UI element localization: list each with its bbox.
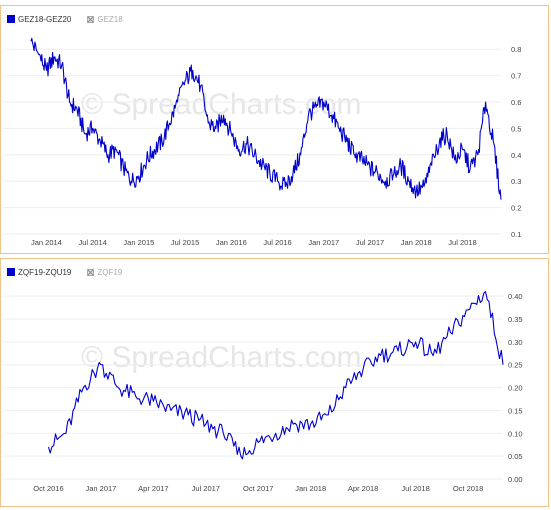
x-tick-label: Jan 2014: [31, 238, 62, 247]
x-tick-label: Jul 2017: [356, 238, 384, 247]
x-tick-label: Jan 2018: [401, 238, 432, 247]
chart-panel-top: GEZ18-GEZ20 GEZ18 © SpreadCharts.com 0.1…: [0, 5, 549, 254]
legend-item-spread[interactable]: GEZ18-GEZ20: [7, 15, 71, 24]
y-tick-label: 0.7: [511, 72, 521, 81]
x-tick-label: Jul 2015: [171, 238, 199, 247]
x-tick-label: Apr 2018: [348, 484, 378, 493]
x-tick-label: Apr 2017: [138, 484, 168, 493]
legend-item-toggle[interactable]: GEZ18: [87, 14, 123, 24]
y-tick-label: 0.2: [511, 204, 521, 213]
y-tick-label: 0.4: [511, 151, 521, 160]
series-swatch-icon: [7, 15, 15, 23]
x-tick-label: Jan 2017: [85, 484, 116, 493]
series-line-ZQF19-ZQU19: [47, 291, 504, 460]
y-tick-label: 0.00: [508, 475, 523, 484]
series-line-GEZ18-GEZ20: [30, 37, 502, 200]
y-tick-label: 0.20: [508, 384, 523, 393]
toggle-off-icon: [87, 15, 95, 23]
y-tick-label: 0.3: [511, 177, 521, 186]
x-tick-label: Oct 2018: [453, 484, 483, 493]
y-tick-label: 0.10: [508, 429, 523, 438]
x-tick-label: Oct 2016: [33, 484, 63, 493]
x-tick-label: Jan 2018: [295, 484, 326, 493]
y-tick-label: 0.30: [508, 338, 523, 347]
y-tick-label: 0.40: [508, 292, 523, 301]
legend-label-contract: GEZ18: [97, 14, 123, 24]
y-tick-label: 0.35: [508, 315, 523, 324]
y-tick-label: 0.6: [511, 98, 521, 107]
x-tick-label: Jul 2016: [263, 238, 291, 247]
x-tick-label: Jan 2017: [308, 238, 339, 247]
legend-label-spread: GEZ18-GEZ20: [18, 14, 72, 24]
legend-bottom: ZQF19-ZQU19 ZQF19: [7, 265, 138, 279]
chart-panel-bottom: ZQF19-ZQU19 ZQF19 © SpreadCharts.com 0.0…: [0, 258, 549, 507]
legend-label-contract: ZQF19: [97, 267, 123, 277]
toggle-off-icon: [87, 268, 95, 276]
x-tick-label: Jul 2014: [78, 238, 106, 247]
x-tick-label: Jul 2018: [448, 238, 476, 247]
y-tick-label: 0.25: [508, 361, 523, 370]
series-swatch-icon: [7, 268, 15, 276]
y-tick-label: 0.5: [511, 124, 521, 133]
legend-item-spread[interactable]: ZQF19-ZQU19: [7, 268, 71, 277]
x-tick-label: Jan 2015: [123, 238, 154, 247]
y-tick-label: 0.8: [511, 45, 521, 54]
watermark-text: © SpreadCharts.com: [81, 341, 362, 374]
legend-label-spread: ZQF19-ZQU19: [18, 267, 72, 277]
x-tick-label: Oct 2017: [243, 484, 273, 493]
y-tick-label: 0.1: [511, 230, 521, 239]
y-tick-label: 0.15: [508, 406, 523, 415]
x-tick-label: Jul 2018: [401, 484, 429, 493]
x-tick-label: Jul 2017: [192, 484, 220, 493]
x-tick-label: Jan 2016: [216, 238, 247, 247]
chart-bottom: © SpreadCharts.com 0.00 0.05 0.10 0.15 0.20 0…: [3, 291, 523, 493]
chart-top: © SpreadCharts.com 0.10.20.30.40.50.60.7…: [3, 37, 521, 247]
legend-top: GEZ18-GEZ20 GEZ18: [7, 12, 139, 26]
legend-item-toggle[interactable]: ZQF19: [87, 268, 122, 277]
y-tick-label: 0.05: [508, 452, 523, 461]
